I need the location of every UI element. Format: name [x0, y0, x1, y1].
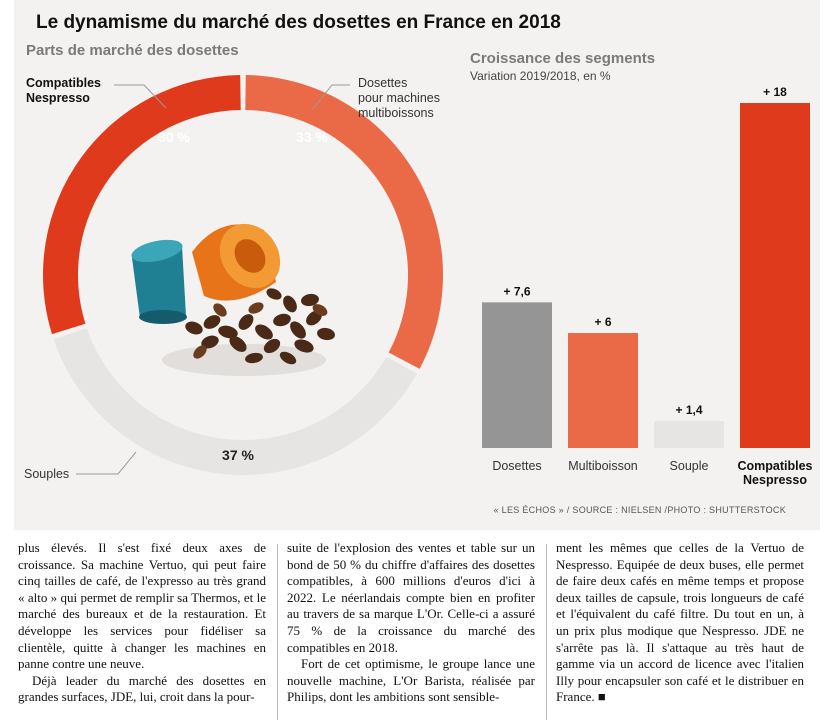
article-column-1: plus élevés. Il s'est fixé deux axes de …	[18, 540, 266, 706]
donut-chart: 30 % 33 % 37 %	[42, 75, 443, 475]
label-dosettes-multiboissons: Dosettes pour machines multiboissons	[358, 76, 440, 120]
page-title: Le dynamisme du marché des dosettes en F…	[36, 12, 561, 33]
paragraph: Fort de cet optimisme, le groupe lance u…	[287, 656, 535, 705]
bar-compatibles	[740, 103, 810, 448]
bar-chart: + 7,6 Dosettes + 6 Multiboisson + 1,4 Souple +…	[482, 85, 813, 487]
bar-dosettes	[482, 302, 552, 448]
bar-souple	[654, 421, 724, 448]
source-credit: « LES ÉCHOS » / SOURCE : NIELSEN /PHOTO …	[493, 505, 786, 515]
leader-line-compatibles	[114, 84, 167, 109]
paragraph: Déjà leader du marché des dosettes en gr…	[18, 672, 266, 705]
bar-chart-title: Croissance des segments	[470, 50, 656, 67]
donut-slice-compatibles-nespresso	[42, 75, 241, 335]
column-divider	[546, 544, 547, 720]
coffee-capsules-illustration	[131, 223, 335, 376]
article-body: plus élevés. Il s'est fixé deux axes de …	[18, 540, 818, 725]
donut-slice-souples	[53, 328, 417, 475]
bar-chart-subtitle: Variation 2019/2018, en %	[470, 69, 611, 83]
article-column-2: suite de l'explosion des ventes et table…	[287, 540, 535, 706]
article-column-3: ment les mêmes que celles de la Vertuo d…	[556, 540, 804, 706]
bar-value-label: + 6	[594, 315, 611, 329]
donut-slice-dosettes-pour-machines-multiboissons	[245, 75, 443, 369]
slice-label-souples: 37 %	[222, 447, 254, 463]
bar-category-label: Nespresso	[743, 473, 807, 487]
bar-category-label: Dosettes	[492, 459, 541, 473]
bar-category-label: Compatibles	[737, 459, 812, 473]
label-souples: Souples	[24, 467, 70, 481]
paragraph: suite de l'explosion des ventes et table…	[287, 540, 535, 655]
leader-line-dosettes	[311, 84, 350, 111]
bar-value-label: + 18	[763, 85, 787, 99]
column-divider	[277, 544, 278, 720]
slice-label-compatibles: 30 %	[158, 129, 190, 145]
donut-title: Parts de marché des dosettes	[26, 42, 239, 59]
bar-value-label: + 7,6	[503, 284, 530, 298]
paragraph: ment les mêmes que celles de la Vertuo d…	[556, 540, 804, 705]
bar-multiboisson	[568, 333, 638, 448]
paragraph: plus élevés. Il s'est fixé deux axes de …	[18, 540, 266, 672]
bar-value-label: + 1,4	[675, 403, 702, 417]
label-compatibles-nespresso: Compatibles Nespresso	[26, 76, 102, 105]
bar-category-label: Multiboisson	[568, 459, 638, 473]
bar-category-label: Souple	[670, 459, 709, 473]
infographic: Le dynamisme du marché des dosettes en F…	[14, 0, 820, 530]
slice-label-dosettes: 33 %	[296, 129, 328, 145]
leader-line-souples	[76, 451, 137, 475]
